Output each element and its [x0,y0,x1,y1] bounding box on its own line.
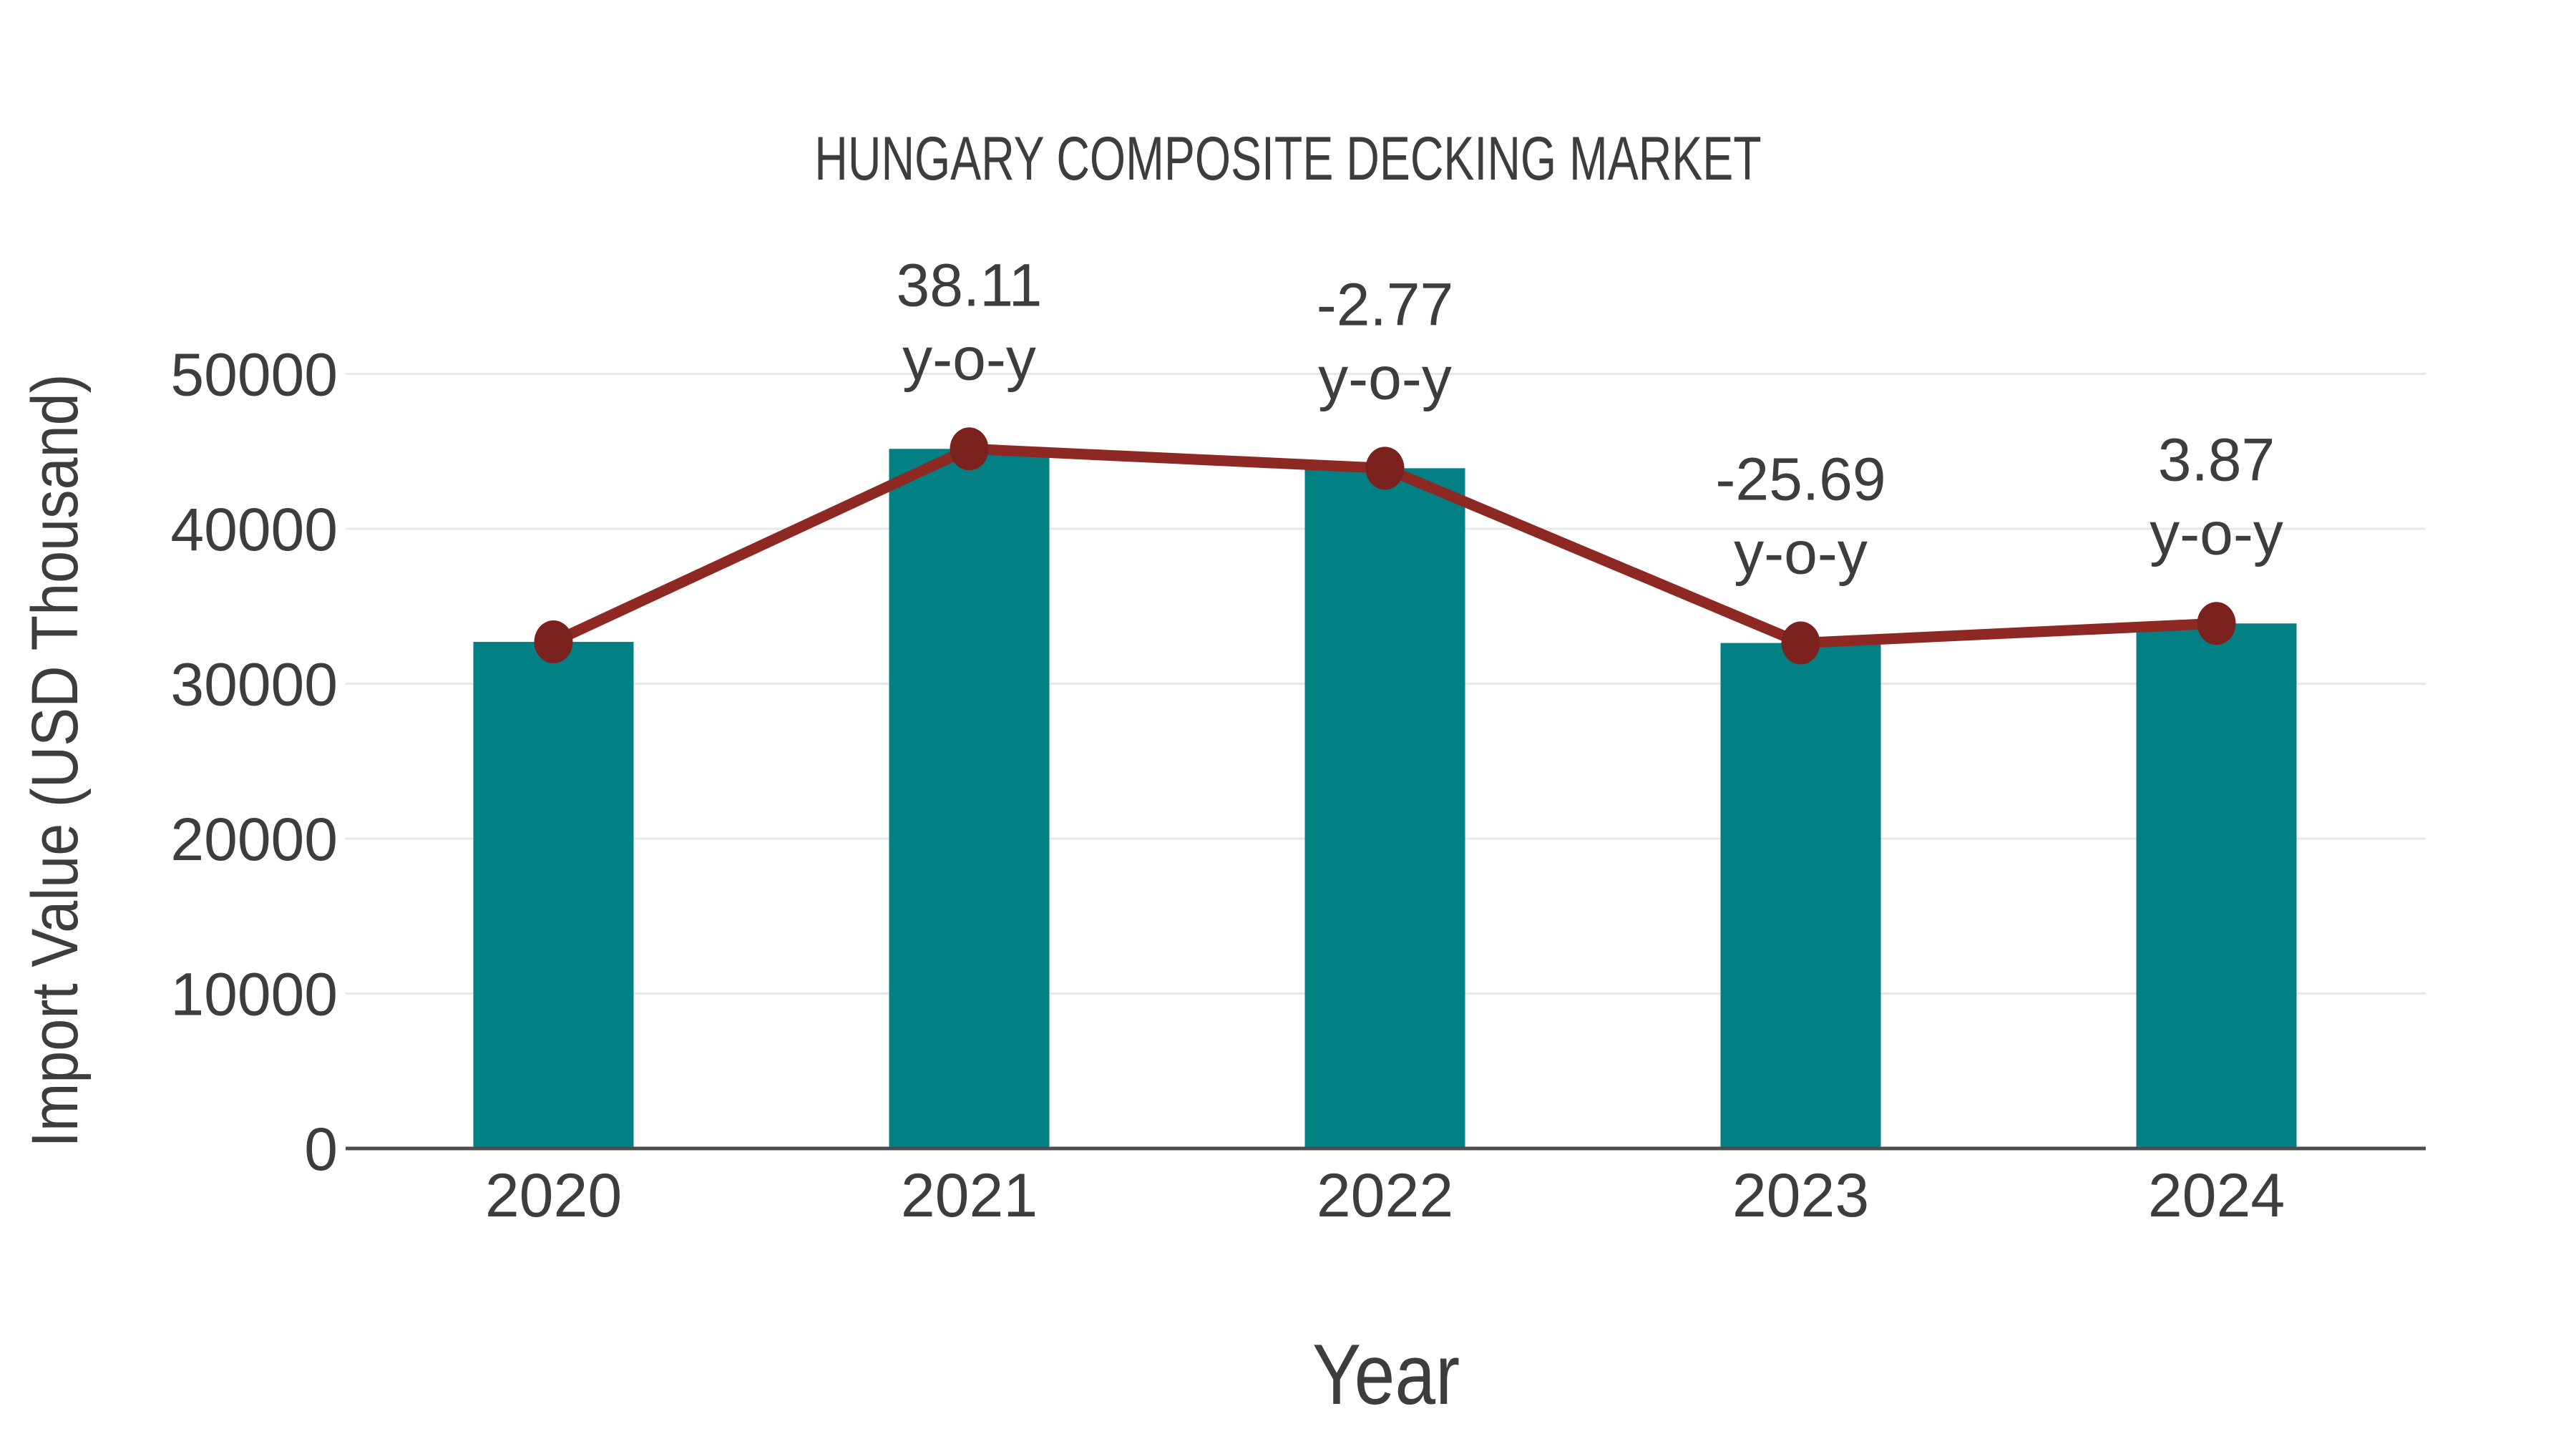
bar-2020 [473,642,634,1148]
markers-group [534,427,2236,665]
annotation-value-2021: 38.11 [897,251,1043,318]
marker-2020 [534,620,573,664]
x-tick-label-2023: 2023 [1732,1161,1869,1230]
bar-2022 [1304,468,1465,1148]
x-tick-label-2022: 2022 [1317,1161,1453,1230]
bar-2023 [1720,643,1881,1148]
y-tick-label-0: 0 [304,1116,338,1183]
bar-2021 [889,449,1050,1148]
annotation-value-2023: -25.69 [1715,446,1885,513]
annotation-value-2024: 3.87 [2158,426,2275,493]
bars-group [473,449,2297,1148]
chart-title: HUNGARY COMPOSITE DECKING MARKET [814,125,1761,193]
x-tick-labels-group: 2020 2021 2022 2023 2024 [485,1161,2285,1230]
y-tick-label-20000: 20000 [170,806,338,873]
y-tick-label-10000: 10000 [170,961,338,1028]
annotation-suffix-2024: y-o-y [2150,499,2283,567]
x-tick-label-2020: 2020 [485,1161,622,1230]
marker-2024 [2197,602,2236,645]
annotation-suffix-2023: y-o-y [1734,519,1868,587]
marker-2022 [1365,447,1405,490]
marker-2021 [950,427,989,471]
y-axis-title: Import Value (USD Thousand) [19,374,92,1147]
annotations-group: 38.11y-o-y-2.77y-o-y-25.69y-o-y3.87y-o-y [897,251,2283,586]
marker-2023 [1781,621,1820,665]
annotation-suffix-2022: y-o-y [1318,344,1452,411]
annotation-suffix-2021: y-o-y [902,325,1036,392]
x-tick-label-2024: 2024 [2148,1161,2285,1230]
y-tick-labels-group: 0 10000 20000 30000 40000 50000 [170,341,338,1184]
annotation-value-2022: -2.77 [1317,270,1453,338]
y-tick-label-40000: 40000 [170,496,338,563]
bar-2024 [2136,623,2297,1148]
y-tick-label-50000: 50000 [170,341,338,409]
y-tick-label-30000: 30000 [170,651,338,718]
x-axis-title: Year [1312,1326,1460,1423]
x-tick-label-2021: 2021 [901,1161,1038,1230]
